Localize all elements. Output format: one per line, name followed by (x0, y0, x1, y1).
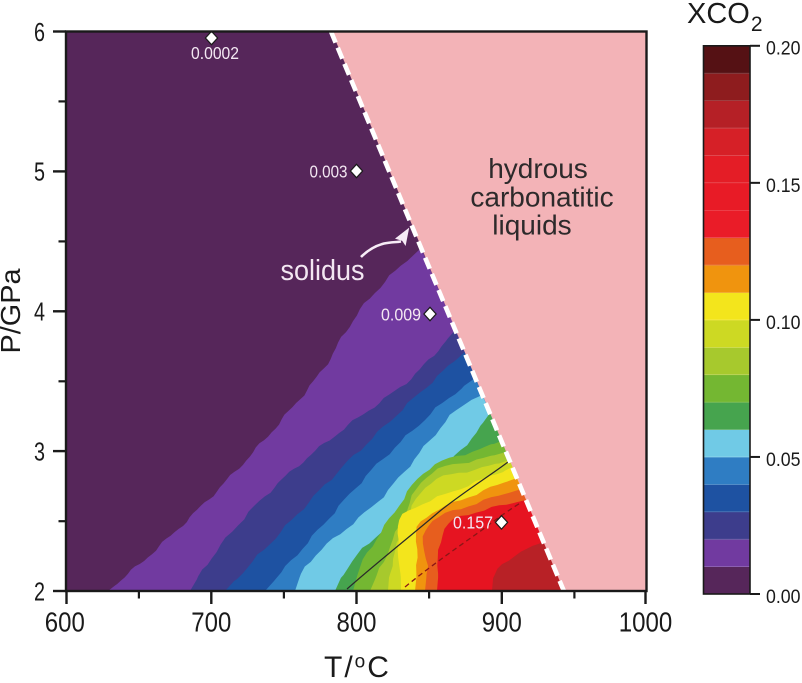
svg-text:0.05: 0.05 (766, 450, 801, 471)
svg-text:liquids: liquids (492, 210, 571, 241)
svg-text:600: 600 (45, 607, 85, 638)
svg-text:900: 900 (482, 607, 522, 638)
svg-text:0.20: 0.20 (766, 39, 801, 60)
svg-text:700: 700 (191, 607, 231, 638)
svg-text:800: 800 (337, 607, 377, 638)
svg-text:1000: 1000 (619, 607, 673, 638)
svg-text:6: 6 (34, 17, 45, 47)
svg-text:0.009: 0.009 (381, 304, 421, 324)
svg-text:0.157: 0.157 (453, 513, 493, 533)
svg-text:5: 5 (34, 157, 45, 187)
svg-text:carbonatitic: carbonatitic (470, 182, 613, 213)
svg-text:0.15: 0.15 (766, 176, 801, 197)
svg-text:P/GPa: P/GPa (0, 268, 26, 353)
svg-text:solidus: solidus (281, 255, 365, 287)
svg-text:3: 3 (34, 436, 45, 466)
svg-text:2: 2 (34, 576, 45, 606)
svg-text:0.10: 0.10 (766, 313, 801, 334)
svg-text:0.003: 0.003 (310, 162, 348, 182)
svg-text:hydrous: hydrous (488, 153, 588, 184)
svg-text:0.0002: 0.0002 (191, 43, 239, 63)
svg-text:4: 4 (34, 297, 45, 327)
svg-text:0.00: 0.00 (766, 587, 801, 608)
